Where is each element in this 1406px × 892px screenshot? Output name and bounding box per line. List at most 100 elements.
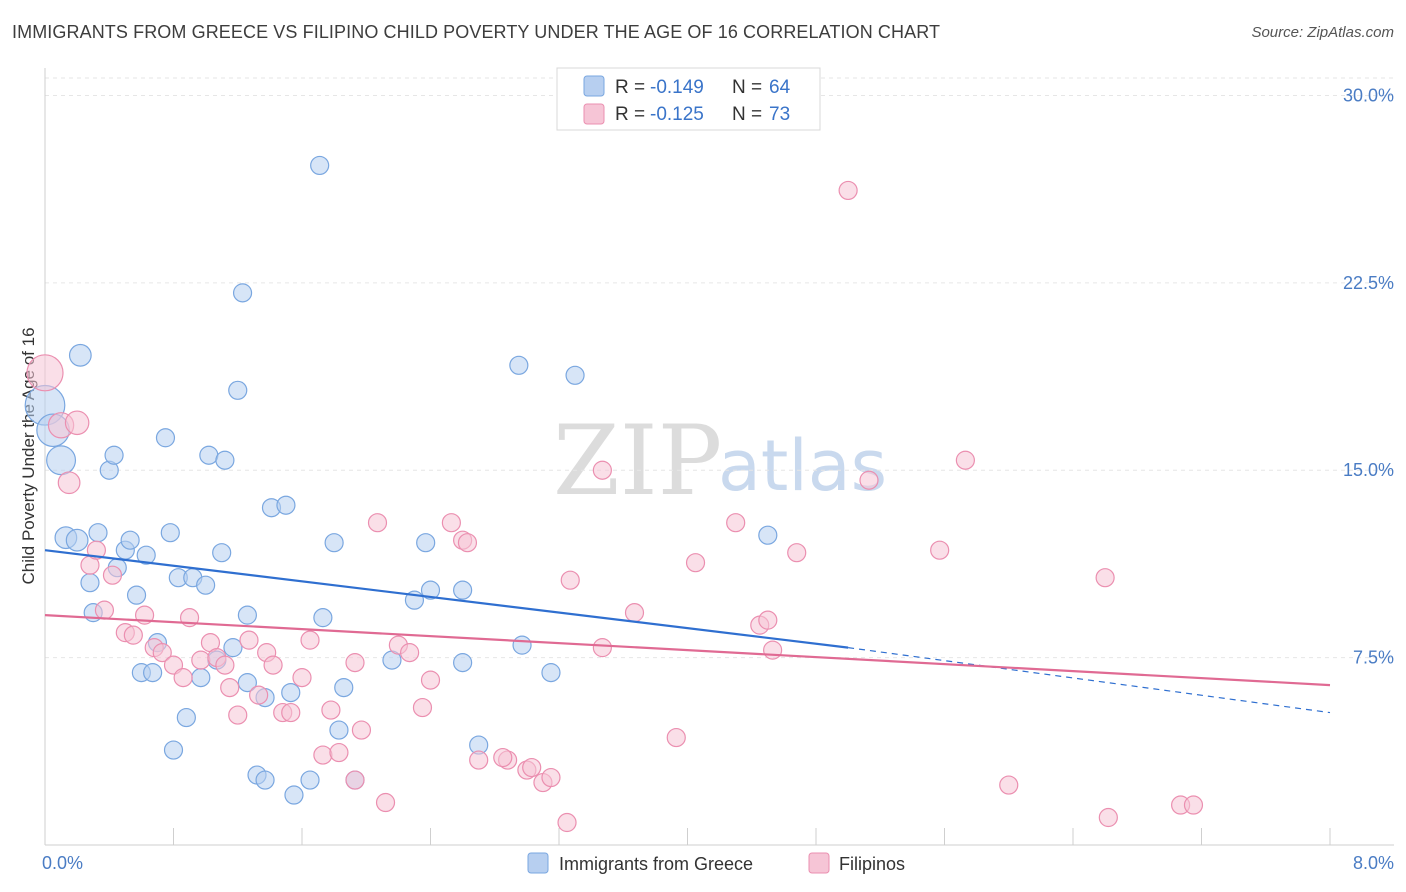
greece-point (163, 740, 184, 760)
filipinos-point (367, 513, 388, 533)
filipinos-point (94, 600, 115, 620)
filipinos-point (228, 705, 248, 725)
greece-point (284, 785, 304, 805)
filipinos-point (1183, 795, 1204, 815)
legend-r-value-greece: -0.149 (650, 77, 704, 98)
bottom-legend-label-filipinos: Filipinos (839, 854, 905, 874)
filipinos-point (560, 570, 580, 590)
chart-title: IMMIGRANTS FROM GREECE VS FILIPINO CHILD… (12, 22, 941, 42)
filipinos-point (375, 792, 396, 813)
filipinos-point (351, 720, 372, 740)
y-tick-label: 7.5% (1353, 648, 1394, 668)
greece-point (512, 635, 532, 655)
filipinos-point (26, 354, 64, 392)
greece-point (228, 380, 248, 400)
trend-line-greece-extrapolated (848, 647, 1331, 714)
y-tick-label: 15.0% (1343, 460, 1394, 480)
filipinos-point (592, 638, 612, 658)
filipinos-point (220, 677, 240, 698)
filipinos-point (726, 513, 746, 533)
filipinos-point (313, 745, 333, 765)
greece-point (120, 530, 140, 550)
filipinos-point (57, 471, 81, 495)
trend-line-filipinos (44, 614, 1331, 687)
filipinos-point (123, 625, 143, 645)
greece-point (453, 580, 473, 600)
filipinos-point (469, 750, 489, 770)
greece-point (46, 445, 77, 476)
greece-point (126, 585, 147, 605)
greece-point (160, 523, 180, 543)
greece-point (212, 543, 232, 563)
filipinos-point (321, 700, 341, 720)
greece-point (215, 450, 235, 470)
filipinos-point (239, 630, 259, 650)
axes (44, 68, 1394, 846)
greece-point (68, 343, 92, 367)
trend-line-greece (44, 549, 849, 649)
x-ticks (173, 828, 1331, 845)
greece-point (420, 580, 441, 600)
greece-point (143, 663, 163, 683)
legend-n-label-greece: N = (732, 77, 762, 98)
filipinos-point (1098, 807, 1118, 828)
filipinos-point (592, 460, 612, 480)
greece-point (191, 668, 211, 688)
y-tick-label: 22.5% (1343, 273, 1394, 293)
greece-point (300, 770, 320, 790)
series-legend: Immigrants from Greece Filipinos (527, 852, 905, 874)
greece-point (329, 720, 349, 740)
greece-point (65, 528, 89, 552)
filipinos-point (400, 643, 420, 663)
filipinos-point (763, 640, 783, 660)
y-tick-labels: 7.5% 15.0% 22.5% 30.0% (1343, 85, 1394, 667)
greece-point (541, 663, 561, 683)
greece-point (758, 525, 778, 545)
filipinos-point (999, 775, 1019, 795)
greece-point (313, 608, 333, 628)
filipinos-point (541, 767, 561, 788)
greece-point (509, 355, 529, 375)
filipinos-point (859, 470, 879, 490)
filipinos-point (329, 742, 349, 763)
legend-r-label-filipinos: R = (615, 104, 645, 125)
filipinos-point (787, 543, 807, 563)
greece-point (565, 365, 585, 385)
stats-legend: R = -0.149 N = 64 R = -0.125 N = 73 (556, 67, 821, 131)
greece-point (255, 770, 275, 790)
filipinos-point (457, 533, 478, 553)
filipinos-point (102, 565, 123, 585)
filipinos-point (493, 747, 513, 768)
greece-point (310, 155, 330, 176)
filipinos-point (64, 410, 90, 436)
filipinos-point (215, 655, 235, 675)
filipinos-point (263, 655, 283, 675)
greece-point (334, 677, 354, 698)
filipinos-point (420, 670, 441, 690)
greece-point (324, 533, 344, 553)
filipinos-point (412, 697, 433, 718)
greece-point (237, 673, 257, 693)
legend-swatch-filipinos (583, 103, 605, 125)
x-tick-label-max: 8.0% (1353, 853, 1394, 873)
legend-r-label-greece: R = (615, 77, 645, 98)
greece-point (276, 495, 296, 515)
filipinos-point (191, 650, 211, 670)
filipinos-point (300, 630, 320, 650)
greece-point (80, 573, 100, 593)
filipinos-point (758, 610, 778, 630)
legend-r-value-filipinos: -0.125 (650, 104, 704, 125)
filipinos-point (292, 668, 312, 688)
legend-n-value-filipinos: 73 (769, 104, 790, 125)
filipinos-point (281, 702, 301, 723)
series-filipinos-points (26, 180, 1204, 833)
greece-point (88, 523, 108, 543)
watermark-zip: ZIP (553, 405, 722, 517)
legend-n-label-filipinos: N = (732, 104, 762, 125)
filipinos-point (1095, 568, 1115, 588)
legend-swatch-greece (583, 75, 605, 97)
greece-point (199, 445, 219, 465)
filipinos-point (930, 540, 950, 560)
bottom-legend-swatch-greece (527, 852, 549, 874)
filipinos-point (685, 553, 706, 573)
